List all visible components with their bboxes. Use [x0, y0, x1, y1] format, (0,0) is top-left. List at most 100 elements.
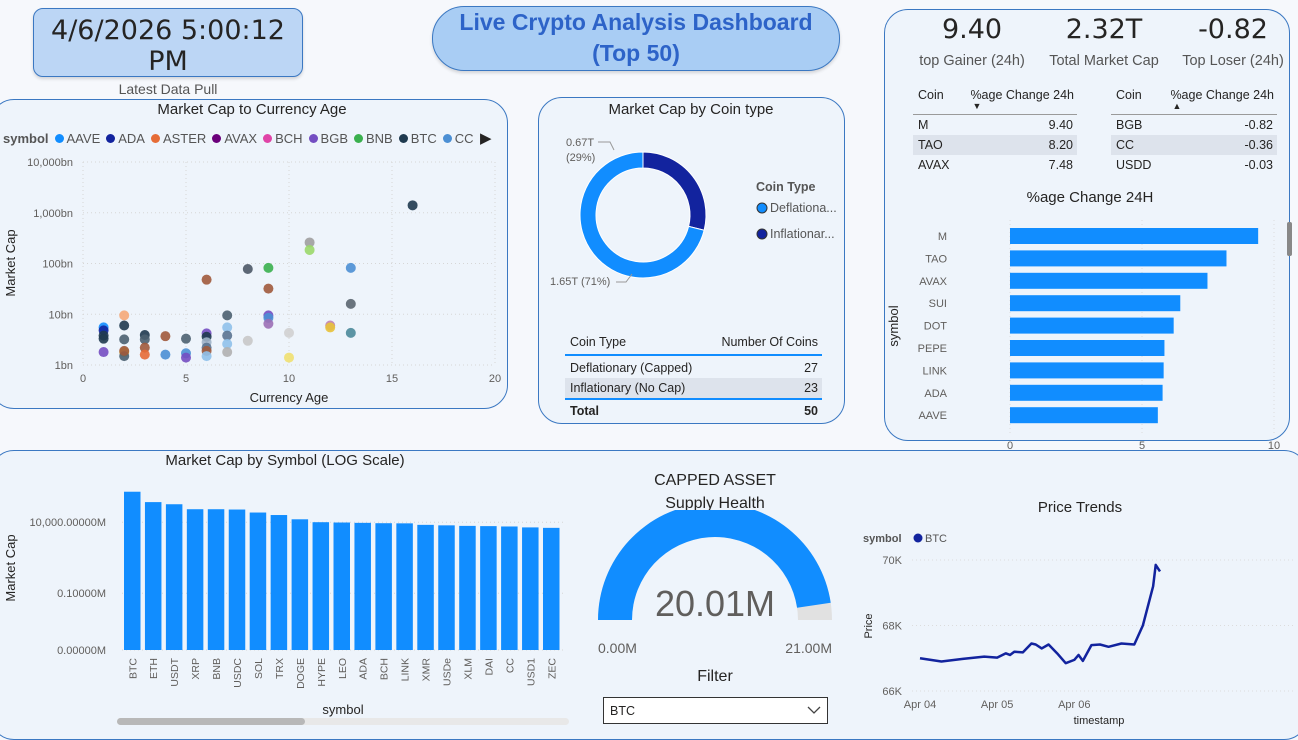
x-tick-label: XRP [190, 658, 202, 680]
x-tick-label: 10 [1268, 440, 1280, 452]
table-row[interactable]: TAO 8.20 [913, 135, 1077, 155]
horizontal-scrollbar[interactable] [117, 718, 569, 725]
bar [291, 519, 309, 650]
scatter-legend-next-button[interactable]: ▶ [480, 130, 492, 147]
x-tick-label: 5 [183, 373, 189, 385]
table-row[interactable]: AVAX 7.48 [918, 158, 1073, 172]
latest-data-card: 4/6/2026 5:00:12 PM Latest Data Pull [33, 8, 303, 97]
y-tick-label: 10bn [49, 309, 73, 321]
x-tick-label: XLM [462, 658, 474, 680]
x-tick-label: USD1 [525, 658, 537, 686]
sort-desc-icon: ▼ [972, 101, 982, 111]
y-tick-label: 1,000bn [33, 208, 73, 220]
legend-label: BGB [320, 131, 348, 146]
x-tick-label: LINK [400, 658, 412, 681]
x-tick-label: DOGE [295, 658, 307, 689]
y-tick-label: ADA [924, 388, 947, 400]
legend-label: ASTER [162, 131, 207, 146]
bar [543, 527, 560, 650]
x-tick-label: Apr 05 [981, 699, 1013, 711]
gauge-title-line2: Supply Health [665, 495, 765, 512]
scatter-point [284, 327, 294, 338]
kpi-label: Total Market Cap [1049, 53, 1159, 69]
table-row[interactable]: USDD -0.03 [1116, 158, 1273, 172]
log-bar-chart: 0.00000M 0.10000M 10,000.00000M BTC ETH USDT X… [3, 491, 565, 717]
x-tick-label: 20 [489, 373, 501, 385]
bar [1010, 340, 1165, 356]
bar [144, 502, 162, 650]
x-tick-label: TRX [274, 658, 286, 679]
table-row[interactable]: CC -0.36 [1111, 135, 1277, 155]
coin-type-header: Coin Type [570, 335, 627, 349]
scatter-point [284, 352, 294, 363]
legend-item[interactable]: BNB [354, 131, 393, 146]
scatter-point [345, 327, 356, 338]
chevron-down-icon [807, 706, 821, 714]
x-tick-label: HYPE [316, 658, 328, 687]
donut-leader-line [598, 141, 615, 151]
legend-item[interactable]: BTC [398, 131, 437, 146]
table-row[interactable]: Deflationary (Capped) 27 [570, 361, 818, 375]
kpi-label: top Gainer (24h) [919, 53, 1025, 69]
table-row[interactable]: BGB -0.82 [1116, 118, 1273, 132]
bar [480, 526, 497, 650]
x-tick-label: Apr 06 [1058, 699, 1090, 711]
x-tick-label: Apr 04 [904, 699, 936, 711]
y-tick-label: 1bn [55, 360, 73, 372]
losers-table: Coin %age Change 24h ▲ BGB -0.82 CC -0.36 U… [1111, 88, 1277, 175]
bar [1010, 407, 1158, 424]
y-tick-label: PEPE [918, 343, 947, 355]
bar [354, 522, 371, 650]
filter-select[interactable]: BTC [603, 697, 828, 724]
legend-marker [756, 202, 768, 214]
legend-item[interactable]: BGB [308, 131, 348, 146]
y-axis-label: Market Cap [3, 534, 18, 601]
legend-item[interactable]: ADA [106, 131, 145, 146]
gauge-title: CAPPED ASSET Supply Health [610, 469, 820, 515]
bar [186, 509, 204, 650]
x-tick-label: ZEC [546, 658, 558, 679]
losers-change-header[interactable]: %age Change 24h ▲ [1170, 88, 1274, 111]
donut-legend-title: Coin Type [756, 180, 816, 194]
scrollbar-thumb[interactable] [117, 718, 305, 725]
bar [459, 525, 476, 650]
y-tick-label: 0.10000M [57, 588, 106, 600]
legend-item[interactable]: AAVE [54, 131, 101, 146]
scatter-card [0, 99, 508, 409]
legend-item[interactable]: BCH [263, 131, 303, 146]
table-row[interactable]: M 9.40 [918, 118, 1073, 132]
filter-selected-value: BTC [610, 704, 635, 718]
legend-marker [354, 134, 363, 143]
scatter-point [304, 237, 315, 248]
legend-marker [442, 134, 452, 143]
donut-slice [579, 151, 705, 279]
kpi-value: -0.82 [1198, 14, 1268, 45]
scatter-point [201, 351, 212, 362]
legend-item[interactable]: CC [442, 131, 474, 146]
scatter-point [98, 347, 109, 358]
legend-item[interactable]: ASTER [150, 131, 207, 146]
bar [207, 509, 225, 650]
gainers-coin-header: Coin [918, 88, 944, 102]
vertical-scrollbar[interactable] [1287, 222, 1292, 256]
kpi-top-gainer: 9.40 top Gainer (24h) [908, 14, 1036, 69]
bar [1010, 362, 1164, 379]
donut-title: Market Cap by Coin type [608, 101, 774, 118]
legend-marker [913, 533, 923, 543]
legend-marker [308, 134, 318, 143]
y-tick-label: 0.00000M [57, 645, 106, 657]
legend-label: AAVE [66, 131, 101, 146]
x-tick-label: XMR [421, 658, 433, 682]
scatter-point [222, 310, 233, 321]
donut-slice [642, 151, 707, 231]
legend-item[interactable]: AVAX [212, 131, 257, 146]
scatter-point [242, 263, 253, 274]
y-tick-label: 66K [882, 686, 902, 698]
change-24h-bar-chart: 0510MTAOAVAXSUIDOTPEPELINKADAAAVEsymbolV… [886, 220, 1280, 471]
bar [1010, 295, 1181, 312]
gainers-table: Coin %age Change 24h ▼ M 9.40 TAO 8.20 AVAX… [913, 88, 1077, 175]
table-row[interactable]: Inflationary (No Cap) 23 [565, 378, 822, 398]
scatter-point [222, 338, 233, 349]
gainers-change-header[interactable]: %age Change 24h ▼ [970, 88, 1074, 111]
scatter-point [181, 333, 191, 344]
